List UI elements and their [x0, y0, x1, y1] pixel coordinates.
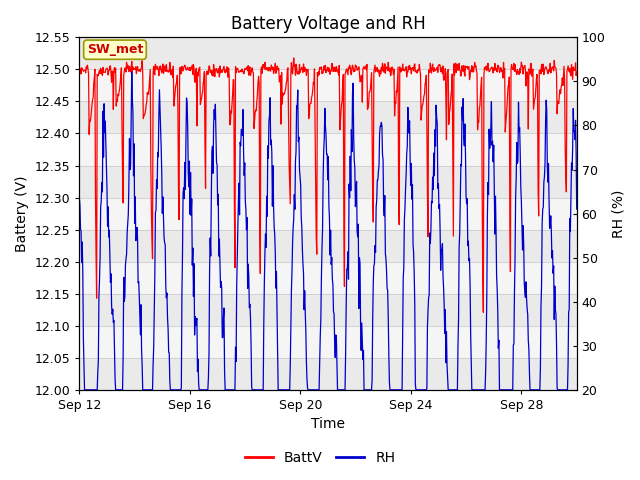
- Title: Battery Voltage and RH: Battery Voltage and RH: [230, 15, 426, 33]
- Y-axis label: Battery (V): Battery (V): [15, 175, 29, 252]
- Bar: [79, 37, 577, 70]
- Bar: [79, 166, 577, 198]
- X-axis label: Time: Time: [311, 418, 345, 432]
- Bar: [79, 229, 577, 262]
- Bar: [79, 198, 577, 229]
- Y-axis label: RH (%): RH (%): [611, 190, 625, 238]
- Text: SW_met: SW_met: [87, 43, 143, 56]
- Bar: [79, 294, 577, 326]
- Bar: [79, 326, 577, 358]
- Legend: BattV, RH: BattV, RH: [239, 445, 401, 471]
- Bar: [79, 358, 577, 390]
- Bar: [79, 133, 577, 166]
- Bar: [79, 262, 577, 294]
- Bar: [79, 101, 577, 133]
- Bar: [79, 70, 577, 101]
